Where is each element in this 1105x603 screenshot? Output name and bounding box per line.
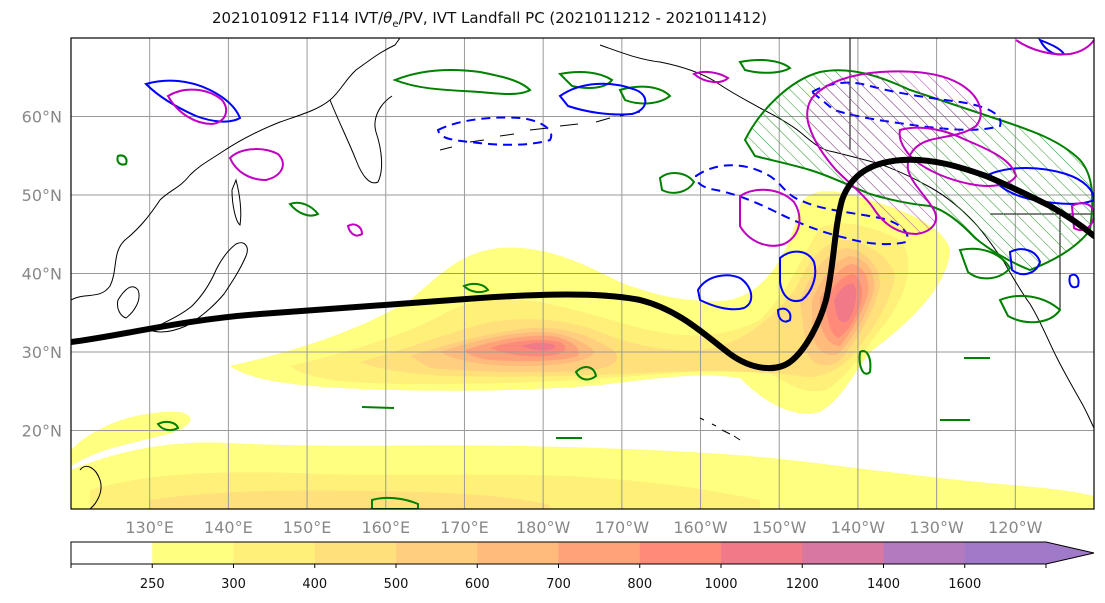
title-prefix: 2021010912 F114 IVT/ — [212, 9, 384, 27]
theta-e-contour-n5 — [288, 201, 320, 217]
lat-tick-label: 60°N — [22, 108, 62, 127]
coast-hawaii — [699, 417, 741, 441]
colorbar-tick-label: 1000 — [704, 577, 737, 592]
colorbar-segment — [314, 542, 397, 564]
colorbar-tick-label: 800 — [627, 577, 652, 592]
pv-contour-e3 — [1068, 273, 1080, 289]
colorbar-tick-label: 1200 — [786, 577, 819, 592]
colorbar-tick-label: 700 — [546, 577, 571, 592]
lon-tick-label: 140°E — [204, 518, 253, 537]
pv-contour-e2 — [1008, 248, 1042, 276]
colorbar-segment — [639, 542, 722, 564]
pv-contour-nw — [144, 79, 242, 123]
colorbar-segment — [558, 542, 641, 564]
colorbar-segment — [152, 542, 234, 564]
map-frame — [70, 37, 1095, 510]
magenta-contour-n — [692, 70, 730, 84]
pv-contour-mid — [696, 274, 753, 311]
colorbar-segment — [721, 542, 803, 564]
colorbar: 250 300 400 500 600 700 800 1000 1200 1400 1600 — [70, 541, 1095, 592]
colorbar-outline — [70, 541, 1095, 565]
colorbar-segment — [477, 542, 559, 564]
map-title: 2021010912 F114 IVT/θe/PV, IVT Landfall … — [0, 0, 1105, 34]
coast-kamchatka — [329, 95, 393, 184]
lat-tick-label: 40°N — [22, 265, 62, 284]
lon-tick-label: 130°W — [909, 518, 964, 537]
pv-contour-n1 — [558, 82, 647, 116]
theta-e-contour-sea — [658, 172, 696, 194]
magenta-contour-nw — [166, 88, 228, 126]
ivt-landfall-pc-line — [71, 156, 1094, 372]
theta-e-contour-n2 — [557, 71, 614, 89]
theta-e-contour-w — [156, 420, 180, 432]
lon-tick-label: 130°E — [125, 518, 174, 537]
pv-contour-mid3 — [776, 307, 792, 323]
lon-tick-label: 180°W — [516, 518, 571, 537]
theta-e-contour-n1 — [392, 69, 532, 95]
coast-philippines — [79, 465, 102, 509]
coast-aleutians — [439, 111, 641, 151]
colorbar-tick-label: 500 — [384, 577, 409, 592]
colorbar-segment — [883, 542, 966, 564]
lon-tick-label: 140°W — [831, 518, 886, 537]
colorbar-segment — [233, 542, 316, 564]
colorbar-tick-label: 600 — [465, 577, 490, 592]
ivt-spot-west — [71, 411, 191, 466]
magenta-contour-cur — [739, 188, 801, 247]
colorbar-segment — [396, 542, 478, 564]
lat-tick-label: 30°N — [22, 343, 62, 362]
colorbar-segment — [964, 542, 1047, 564]
colorbar-tick-label: 250 — [140, 577, 165, 592]
magenta-contour-japan — [228, 148, 284, 182]
ivt-band-south-3 — [150, 490, 550, 509]
theta-e-contour-s3 — [858, 350, 872, 375]
lat-tick-label: 50°N — [22, 186, 62, 205]
lon-tick-label: 170°W — [595, 518, 650, 537]
lon-tick-label: 150°W — [752, 518, 807, 537]
theta-e-contour-japan — [116, 154, 128, 166]
lat-tick-label: 20°N — [22, 422, 62, 441]
colorbar-tick-label: 1400 — [867, 577, 900, 592]
pv-contour-mid2 — [779, 250, 817, 302]
title-theta: θ — [383, 9, 393, 27]
colorbar-tick-label: 300 — [221, 577, 246, 592]
lat-tick-labels: 20°N 30°N 40°N 50°N 60°N — [22, 108, 62, 441]
colorbar-tick-label: 1600 — [948, 577, 981, 592]
map-area — [71, 38, 1094, 509]
theta-e-contour-e2 — [998, 294, 1062, 324]
theta-e-contour-s2 — [574, 366, 598, 381]
title-text: 2021010912 F114 IVT/θe/PV, IVT Landfall … — [212, 9, 767, 30]
magenta-contour-ne — [806, 70, 982, 236]
coast-sakhalin — [231, 178, 242, 226]
theta-e-contour-s5 — [371, 496, 419, 509]
coast-korea — [117, 286, 140, 319]
ivt-ar-level7 — [490, 274, 862, 357]
colorbar-extend-arrow — [1046, 542, 1094, 564]
theta-e-contour-n3 — [618, 85, 672, 105]
theta-e-contour-s1 — [462, 282, 490, 294]
theta-e-contour-e — [958, 247, 1012, 280]
title-suffix: /PV, IVT Landfall PC (2021011212 - 20210… — [398, 9, 767, 27]
theta-e-contour-s4 — [361, 357, 990, 439]
magenta-contour-sm — [346, 223, 364, 237]
coast-asia — [71, 38, 401, 301]
colorbar-tick-label: 400 — [302, 577, 327, 592]
title-sub: e — [392, 19, 399, 30]
lon-tick-label: 150°E — [283, 518, 332, 537]
lon-tick-label: 170°E — [440, 518, 489, 537]
lon-tick-label: 160°W — [673, 518, 728, 537]
lon-tick-label: 160°E — [361, 518, 410, 537]
pv-contour-n-dashed — [436, 116, 553, 146]
theta-e-contour-n4 — [738, 59, 792, 74]
lon-tick-labels: 130°E 140°E 150°E 160°E 170°E 180°W 170°W 160°W… — [125, 518, 1042, 537]
colorbar-segment — [71, 542, 153, 564]
colorbar-segment — [802, 542, 884, 564]
magenta-contour-top — [1015, 39, 1094, 56]
lon-tick-label: 120°W — [988, 518, 1043, 537]
ivt-shading — [71, 191, 1094, 509]
